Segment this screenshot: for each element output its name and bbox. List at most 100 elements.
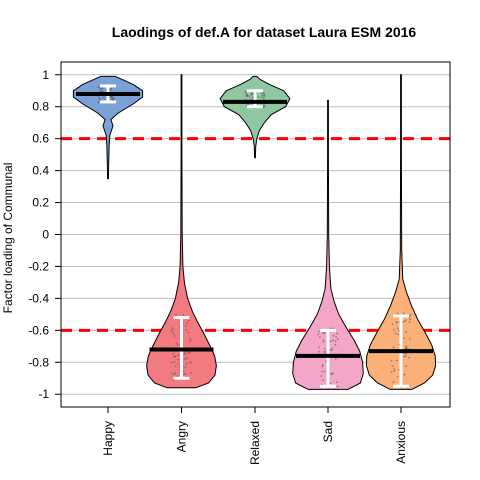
data-point	[99, 98, 102, 101]
data-point	[183, 373, 186, 376]
data-point	[394, 332, 397, 335]
data-point	[334, 357, 337, 360]
data-point	[185, 329, 188, 331]
data-point	[102, 96, 105, 99]
data-point	[403, 373, 406, 376]
data-point	[397, 329, 400, 332]
data-point	[408, 356, 410, 359]
data-point	[182, 313, 185, 316]
data-point	[170, 372, 173, 375]
data-point	[177, 363, 180, 365]
data-point	[317, 333, 319, 336]
data-point	[261, 94, 264, 97]
x-tick-label: Anxious	[394, 421, 408, 464]
data-point	[263, 94, 266, 97]
data-point	[189, 340, 192, 342]
data-point	[170, 330, 173, 333]
data-point	[390, 359, 393, 362]
data-point	[177, 354, 180, 357]
data-point	[172, 332, 175, 335]
data-point	[189, 351, 192, 354]
y-tick-label: 0.6	[32, 132, 49, 146]
data-point	[172, 355, 175, 358]
data-point	[111, 96, 114, 98]
data-point	[330, 349, 333, 352]
data-point	[324, 347, 327, 350]
data-point	[171, 327, 174, 330]
data-point	[174, 355, 177, 358]
data-point	[334, 340, 337, 343]
data-point	[187, 331, 190, 334]
data-point	[409, 313, 412, 316]
y-tick-label: -0.2	[28, 259, 49, 273]
data-point	[329, 340, 332, 342]
data-point	[251, 93, 254, 96]
data-point	[97, 96, 100, 99]
data-point	[184, 358, 186, 360]
y-axis: 1 0.8 0.6 0.4 0.2 0 -0.2 -0.4 -0.6 -0.8 -1	[28, 68, 61, 401]
x-tick-label: Happy	[101, 421, 115, 456]
data-point	[396, 375, 399, 378]
chart-title: Laodings of def.A for dataset Laura ESM …	[112, 24, 417, 40]
data-point	[318, 350, 321, 353]
data-point	[187, 352, 190, 354]
data-point	[189, 361, 192, 364]
y-tick-label: 0.4	[32, 164, 49, 178]
data-point	[250, 94, 252, 96]
data-point	[262, 92, 265, 95]
data-point	[391, 388, 394, 391]
data-point	[184, 352, 187, 355]
data-point	[184, 373, 187, 375]
data-point	[403, 320, 406, 323]
data-point	[404, 319, 407, 322]
data-point	[175, 314, 177, 316]
data-point	[408, 315, 411, 318]
boxplots	[100, 84, 409, 388]
x-tick-label: Sad	[321, 421, 335, 442]
data-point	[336, 332, 338, 335]
data-point	[336, 385, 339, 388]
data-point	[319, 336, 321, 338]
data-point	[175, 342, 178, 345]
x-tick-label: Angry	[175, 421, 189, 452]
data-point	[402, 312, 405, 315]
y-tick-label: -0.4	[28, 291, 49, 305]
data-point	[395, 359, 398, 362]
data-point	[109, 88, 111, 91]
violin-relaxed	[219, 75, 291, 159]
y-tick-label: -0.8	[28, 355, 49, 369]
data-point	[176, 375, 178, 378]
data-point	[185, 357, 188, 360]
data-point	[409, 318, 411, 321]
data-point	[393, 370, 396, 372]
data-point	[321, 365, 324, 368]
data-point	[323, 351, 325, 353]
data-point	[322, 364, 324, 366]
data-point	[391, 323, 394, 326]
data-point	[174, 365, 177, 368]
data-point	[322, 339, 325, 342]
violins	[72, 74, 437, 391]
data-point	[186, 322, 188, 324]
data-point	[331, 347, 334, 350]
data-point	[177, 344, 179, 346]
data-point	[260, 96, 263, 99]
data-point	[262, 97, 265, 100]
y-tick-label: 1	[42, 68, 49, 82]
violin-sad	[292, 99, 364, 390]
data-point	[322, 340, 325, 343]
y-axis-title: Factor loading of Communal	[1, 163, 15, 314]
data-point	[172, 379, 175, 382]
data-point	[97, 86, 100, 89]
data-point	[336, 338, 339, 341]
data-point	[177, 358, 180, 361]
data-point	[173, 361, 176, 363]
data-point	[99, 90, 101, 92]
data-point	[396, 312, 399, 315]
data-point	[318, 330, 321, 333]
data-point	[330, 373, 333, 375]
data-point	[189, 338, 192, 341]
violin-angry	[146, 74, 217, 389]
data-point	[101, 87, 104, 90]
